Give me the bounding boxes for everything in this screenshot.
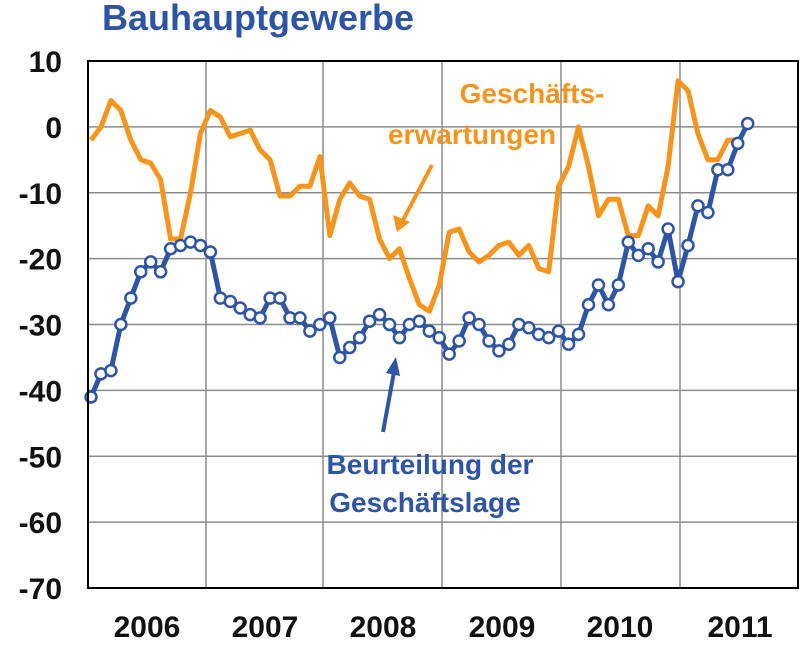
data-point [452, 334, 466, 348]
y-tick-label: -70 [19, 573, 62, 606]
y-tick-label: -30 [19, 310, 62, 343]
data-point [721, 162, 735, 177]
data-point [442, 347, 456, 361]
data-point [541, 330, 556, 345]
x-tick-label: 2011 [707, 611, 772, 644]
data-point [124, 291, 138, 305]
x-tick-label: 2009 [469, 611, 536, 644]
data-point [462, 311, 476, 325]
data-point [631, 248, 645, 263]
data-point [641, 241, 655, 256]
y-tick-label: -40 [19, 375, 62, 408]
data-point [522, 321, 536, 335]
x-tick-label: 2006 [114, 611, 181, 644]
y-tick-label: -10 [19, 178, 62, 211]
series-layer [84, 78, 755, 404]
annotation-situation: Beurteilung der Geschäftslage [327, 357, 534, 518]
series-line-2 [88, 122, 750, 398]
arrow-expectations [400, 164, 434, 223]
data-point [422, 324, 437, 338]
data-point [740, 116, 755, 131]
data-point [203, 245, 218, 259]
data-point [651, 255, 665, 269]
arrow-situation [381, 371, 396, 433]
arrowhead-situation [386, 357, 400, 376]
data-point [342, 340, 357, 355]
data-point [472, 317, 486, 332]
data-point [382, 317, 397, 332]
y-tick-label: 10 [29, 46, 62, 79]
x-tick-label: 2010 [587, 611, 654, 644]
data-point [492, 344, 506, 358]
data-point [193, 238, 208, 253]
data-point [691, 199, 705, 213]
data-point [621, 235, 636, 249]
data-point [611, 278, 626, 292]
data-point [352, 330, 367, 345]
label-expectations-line2: erwartungen [388, 119, 556, 150]
data-point [223, 294, 238, 309]
data-point [143, 255, 158, 269]
data-point [303, 324, 317, 338]
x-tick-label: 2007 [232, 611, 299, 644]
plot-frame [87, 60, 799, 589]
data-point [114, 317, 128, 332]
data-point [731, 136, 745, 151]
data-point [313, 317, 327, 332]
data-point [412, 314, 427, 328]
data-point [293, 311, 307, 325]
data-point [134, 265, 148, 279]
data-point [253, 311, 267, 325]
data-point [104, 363, 118, 378]
data-point [561, 337, 576, 352]
data-point [482, 334, 496, 348]
data-point [591, 278, 606, 292]
data-point [362, 314, 377, 328]
data-point [601, 297, 616, 312]
data-point [502, 337, 516, 352]
data-point [392, 330, 407, 345]
y-tick-label: -20 [19, 244, 62, 277]
data-point [153, 265, 168, 279]
data-point [233, 301, 247, 315]
grid [88, 61, 798, 588]
data-point [681, 238, 695, 253]
data-point [273, 291, 287, 305]
data-point [432, 330, 446, 345]
y-axis-ticks: 10 0 -10 -20 -30 -40 -50 -60 -70 [19, 46, 62, 606]
data-point [333, 350, 347, 365]
data-point [661, 222, 675, 236]
data-point [571, 327, 586, 342]
arrowhead-expectations [393, 215, 410, 232]
label-situation-line2: Geschäftslage [329, 487, 520, 518]
data-point [581, 297, 596, 312]
annotation-expectations: Geschäfts- erwartungen [388, 78, 604, 232]
data-point [701, 205, 715, 220]
data-point [671, 274, 685, 289]
label-expectations-line1: Geschäfts- [460, 78, 605, 109]
data-point [551, 324, 566, 338]
chart-title: Bauhauptgewerbe [102, 0, 414, 38]
y-tick-label: -50 [19, 441, 62, 474]
y-tick-label: 0 [45, 112, 62, 145]
x-tick-label: 2008 [350, 611, 417, 644]
data-point [323, 311, 337, 325]
data-point [372, 307, 387, 322]
label-situation-line1: Beurteilung der [327, 449, 534, 480]
x-axis-ticks: 2006 2007 2008 2009 2010 2011 [114, 611, 773, 644]
y-tick-label: -60 [19, 507, 62, 540]
series-line-1 [89, 78, 738, 314]
